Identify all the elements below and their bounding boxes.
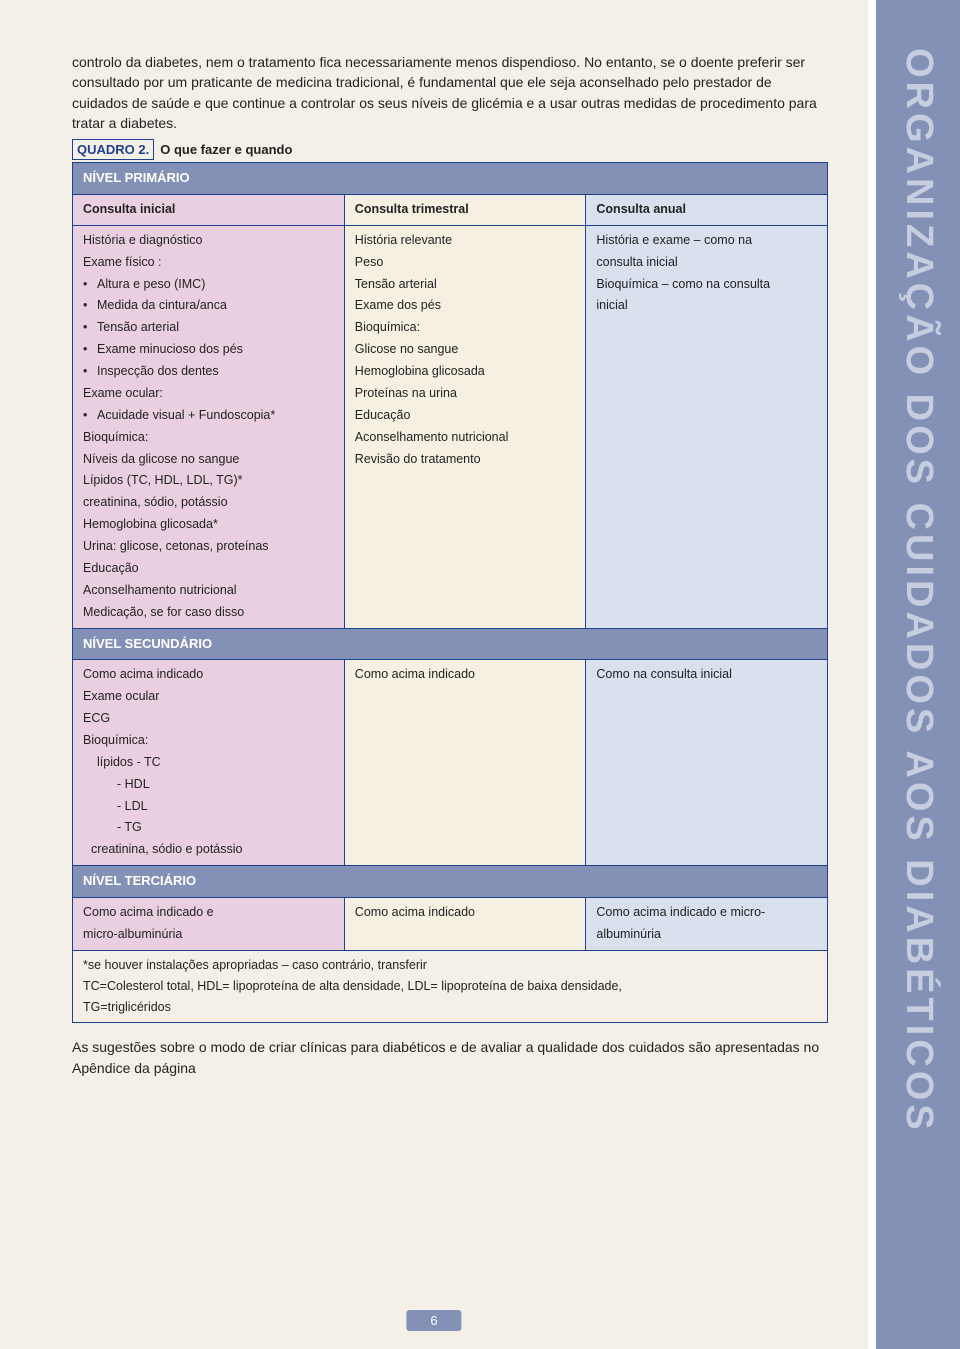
text: Bioquímica – como na consulta bbox=[596, 274, 819, 296]
terciario-c3: Como acima indicado e micro- albuminúria bbox=[586, 897, 828, 950]
text: creatinina, sódio e potássio bbox=[83, 839, 336, 861]
text: Como acima indicado e micro- bbox=[596, 902, 819, 924]
text: Tensão arterial bbox=[355, 274, 578, 296]
text: Aconselhamento nutricional bbox=[83, 580, 336, 602]
text: Proteínas na urina bbox=[355, 383, 578, 405]
text: micro-albuminúria bbox=[83, 924, 336, 946]
sidebar-title: ORGANIZAÇÃO DOS CUIDADOS AOS DIABÉTICOS bbox=[897, 48, 940, 1134]
secundario-c3: Como na consulta inicial bbox=[586, 660, 828, 866]
terciario-row: Como acima indicado e micro-albuminúria … bbox=[73, 897, 828, 950]
text: Exame ocular: bbox=[83, 383, 336, 405]
sidebar: ORGANIZAÇÃO DOS CUIDADOS AOS DIABÉTICOS bbox=[868, 0, 960, 1349]
text: creatinina, sódio, potássio bbox=[83, 492, 336, 514]
secundario-c2: Como acima indicado bbox=[344, 660, 586, 866]
text: História e diagnóstico bbox=[83, 230, 336, 252]
text: *se houver instalações apropriadas – cas… bbox=[83, 955, 819, 976]
text: inicial bbox=[596, 295, 819, 317]
text: TC=Colesterol total, HDL= lipoproteína d… bbox=[83, 976, 819, 997]
text: - HDL bbox=[83, 774, 336, 796]
text: Glicose no sangue bbox=[355, 339, 578, 361]
closing-paragraph: As sugestões sobre o modo de criar clíni… bbox=[72, 1037, 828, 1078]
text: - LDL bbox=[83, 796, 336, 818]
text: Como acima indicado e bbox=[83, 902, 336, 924]
text: lípidos - TC bbox=[83, 752, 336, 774]
text: Bioquímica: bbox=[355, 317, 578, 339]
primario-c2: História relevante Peso Tensão arterial … bbox=[344, 225, 586, 628]
header-primario: NÍVEL PRIMÁRIO bbox=[73, 163, 828, 195]
header-terciario-cell: NÍVEL TERCIÁRIO bbox=[73, 866, 828, 898]
list-item: Tensão arterial bbox=[97, 317, 336, 339]
text: História relevante bbox=[355, 230, 578, 252]
quadro-label: QUADRO 2. bbox=[72, 139, 154, 160]
colhead-anual: Consulta anual bbox=[586, 194, 828, 225]
quadro-title: O que fazer e quando bbox=[160, 142, 292, 157]
terciario-c2: Como acima indicado bbox=[344, 897, 586, 950]
text: Como acima indicado bbox=[83, 664, 336, 686]
text: Aconselhamento nutricional bbox=[355, 427, 578, 449]
secundario-c1: Como acima indicado Exame ocular ECG Bio… bbox=[73, 660, 345, 866]
text: Revisão do tratamento bbox=[355, 449, 578, 471]
primario-row: História e diagnóstico Exame físico : Al… bbox=[73, 225, 828, 628]
text: ECG bbox=[83, 708, 336, 730]
list-item: Acuidade visual + Fundoscopia* bbox=[97, 405, 336, 427]
text: Exame dos pés bbox=[355, 295, 578, 317]
list-item: Inspecção dos dentes bbox=[97, 361, 336, 383]
text: albuminúria bbox=[596, 924, 819, 946]
header-primario-cell: NÍVEL PRIMÁRIO bbox=[73, 163, 828, 195]
text: Urina: glicose, cetonas, proteínas bbox=[83, 536, 336, 558]
text: - TG bbox=[83, 817, 336, 839]
text: TG=triglicéridos bbox=[83, 997, 819, 1018]
secundario-row: Como acima indicado Exame ocular ECG Bio… bbox=[73, 660, 828, 866]
page-number: 6 bbox=[406, 1310, 461, 1331]
list-item: Exame minucioso dos pés bbox=[97, 339, 336, 361]
page-content: controlo da diabetes, nem o tratamento f… bbox=[0, 0, 868, 1349]
colhead-trimestral: Consulta trimestral bbox=[344, 194, 586, 225]
intro-paragraph: controlo da diabetes, nem o tratamento f… bbox=[72, 52, 828, 133]
text: Exame ocular bbox=[83, 686, 336, 708]
text: Níveis da glicose no sangue bbox=[83, 449, 336, 471]
list-item: Altura e peso (IMC) bbox=[97, 274, 336, 296]
colhead-inicial: Consulta inicial bbox=[73, 194, 345, 225]
terciario-c1: Como acima indicado e micro-albuminúria bbox=[73, 897, 345, 950]
header-terciario: NÍVEL TERCIÁRIO bbox=[73, 866, 828, 898]
primario-c3: História e exame – como na consulta inic… bbox=[586, 225, 828, 628]
footnote-cell: *se houver instalações apropriadas – cas… bbox=[73, 950, 828, 1023]
text: Hemoglobina glicosada bbox=[355, 361, 578, 383]
text: Bioquímica: bbox=[83, 427, 336, 449]
bullet-list: Altura e peso (IMC) Medida da cintura/an… bbox=[83, 274, 336, 383]
text: Peso bbox=[355, 252, 578, 274]
footnote-row: *se houver instalações apropriadas – cas… bbox=[73, 950, 828, 1023]
header-secundario-cell: NÍVEL SECUNDÁRIO bbox=[73, 628, 828, 660]
text: Exame físico : bbox=[83, 252, 336, 274]
primario-c1: História e diagnóstico Exame físico : Al… bbox=[73, 225, 345, 628]
text: História e exame – como na bbox=[596, 230, 819, 252]
text: Educação bbox=[83, 558, 336, 580]
text: Lípidos (TC, HDL, LDL, TG)* bbox=[83, 470, 336, 492]
text: consulta inicial bbox=[596, 252, 819, 274]
text: Bioquímica: bbox=[83, 730, 336, 752]
care-table: NÍVEL PRIMÁRIO Consulta inicial Consulta… bbox=[72, 162, 828, 1023]
text: Educação bbox=[355, 405, 578, 427]
list-item: Medida da cintura/anca bbox=[97, 295, 336, 317]
text: Hemoglobina glicosada* bbox=[83, 514, 336, 536]
bullet-list: Acuidade visual + Fundoscopia* bbox=[83, 405, 336, 427]
column-headers: Consulta inicial Consulta trimestral Con… bbox=[73, 194, 828, 225]
text: Medicação, se for caso disso bbox=[83, 602, 336, 624]
header-secundario: NÍVEL SECUNDÁRIO bbox=[73, 628, 828, 660]
quadro-heading: QUADRO 2. O que fazer e quando bbox=[72, 139, 828, 160]
